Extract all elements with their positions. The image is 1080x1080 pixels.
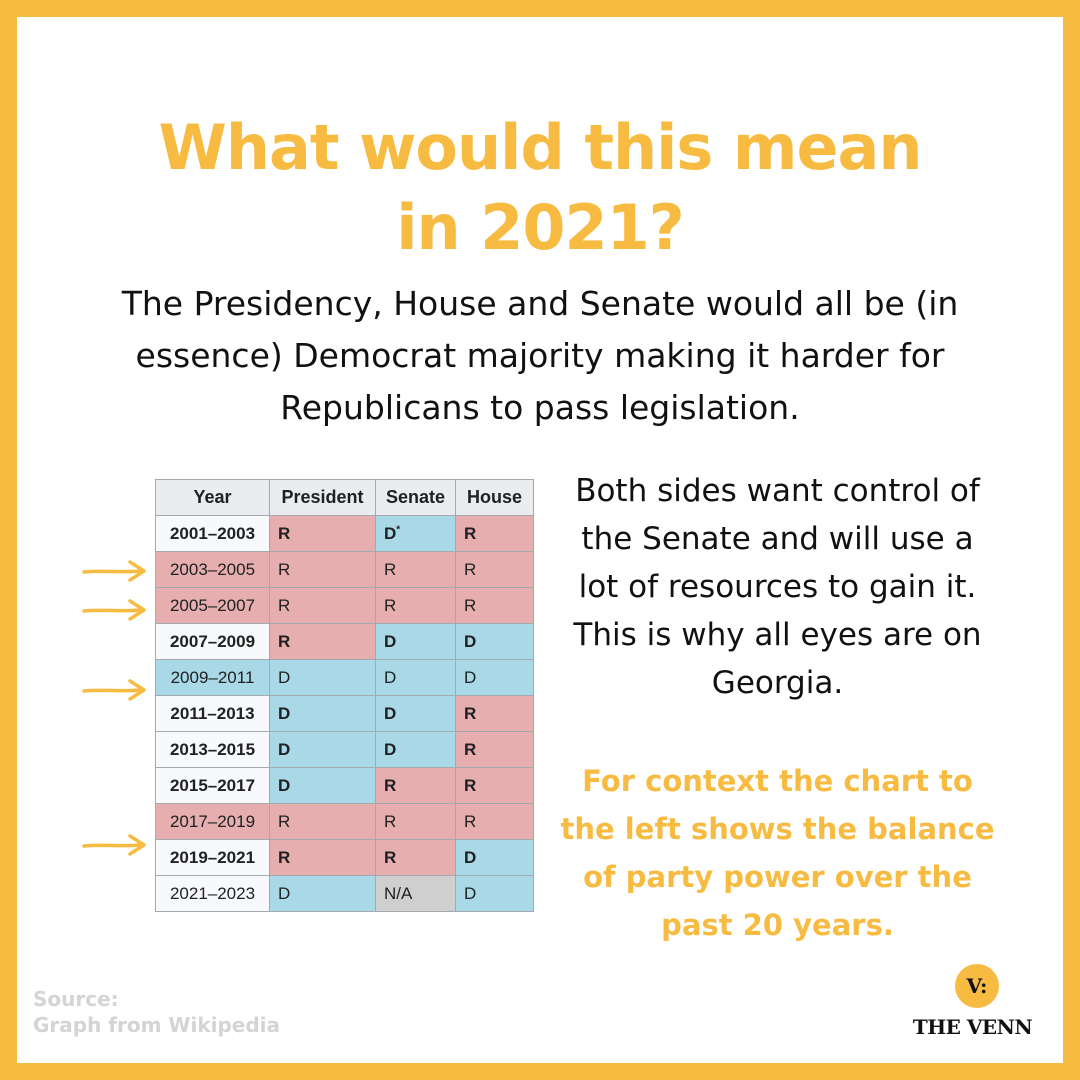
president-cell: R xyxy=(269,623,376,660)
year-cell: 2007–2009 xyxy=(155,623,270,660)
president-cell: R xyxy=(269,587,376,624)
senate-cell: R xyxy=(375,839,456,876)
source-credit: Source: Graph from Wikipedia xyxy=(33,986,280,1038)
house-cell: D xyxy=(455,623,534,660)
house-cell: R xyxy=(455,803,534,840)
source-label: Source: xyxy=(33,987,119,1011)
house-cell: D xyxy=(455,659,534,696)
arrow-icon xyxy=(82,599,146,621)
year-cell: 2009–2011 xyxy=(155,659,270,696)
senate-cell: R xyxy=(375,803,456,840)
senate-cell: D* xyxy=(375,515,456,552)
table-row: 2003–2005 R R R xyxy=(155,551,534,588)
president-cell: R xyxy=(269,803,376,840)
senate-cell: D xyxy=(375,659,456,696)
table-row: 2019–2021 R R D xyxy=(155,839,534,876)
house-cell: R xyxy=(455,767,534,804)
year-cell: 2015–2017 xyxy=(155,767,270,804)
year-cell: 2003–2005 xyxy=(155,551,270,588)
intro-paragraph: The Presidency, House and Senate would a… xyxy=(121,284,959,427)
house-cell: R xyxy=(455,731,534,768)
house-cell: D xyxy=(455,839,534,876)
president-cell: D xyxy=(269,767,376,804)
venn-logo-name: THE VENN xyxy=(912,1015,1033,1039)
table-row: 2013–2015 D D R xyxy=(155,731,534,768)
president-cell: R xyxy=(269,839,376,876)
source-detail: Graph from Wikipedia xyxy=(33,1013,281,1037)
president-cell: D xyxy=(269,731,376,768)
year-cell: 2001–2003 xyxy=(155,515,270,552)
year-cell: 2017–2019 xyxy=(155,803,270,840)
header-house: House xyxy=(455,479,534,516)
president-cell: R xyxy=(269,515,376,552)
senate-cell: R xyxy=(375,767,456,804)
house-cell: R xyxy=(455,587,534,624)
table-row: 2007–2009 R D D xyxy=(155,623,534,660)
table-row: 2021–2023 D N/A D xyxy=(155,875,534,912)
table-row: 2011–2013 D D R xyxy=(155,695,534,732)
table-row: 2005–2007 R R R xyxy=(155,587,534,624)
year-cell: 2013–2015 xyxy=(155,731,270,768)
senate-explanation: Both sides want control of the Senate an… xyxy=(573,473,982,701)
arrow-icon xyxy=(82,834,146,856)
senate-cell: D xyxy=(375,731,456,768)
footnote-marker: * xyxy=(396,523,401,535)
year-cell: 2019–2021 xyxy=(155,839,270,876)
senate-cell: R xyxy=(375,551,456,588)
senate-cell: R xyxy=(375,587,456,624)
senate-value: D xyxy=(384,523,397,543)
page-title: What would this mean in 2021? xyxy=(0,108,1080,268)
president-cell: R xyxy=(269,551,376,588)
table-row: 2017–2019 R R R xyxy=(155,803,534,840)
table-row: 2001–2003 R D* R xyxy=(155,515,534,552)
title-line-2: in 2021? xyxy=(396,191,685,264)
venn-logo-mark: V: xyxy=(955,964,999,1008)
context-note: For context the chart to the left shows … xyxy=(560,764,995,942)
house-cell: D xyxy=(455,875,534,912)
arrow-icon xyxy=(82,560,146,582)
table-row: 2015–2017 D R R xyxy=(155,767,534,804)
header-president: President xyxy=(269,479,376,516)
title-line-1: What would this mean xyxy=(158,111,923,184)
house-cell: R xyxy=(455,695,534,732)
house-cell: R xyxy=(455,551,534,588)
president-cell: D xyxy=(269,659,376,696)
president-cell: D xyxy=(269,875,376,912)
senate-cell: D xyxy=(375,623,456,660)
house-cell: R xyxy=(455,515,534,552)
header-senate: Senate xyxy=(375,479,456,516)
table-row: 2009–2011 D D D xyxy=(155,659,534,696)
header-year: Year xyxy=(155,479,270,516)
year-cell: 2011–2013 xyxy=(155,695,270,732)
year-cell: 2005–2007 xyxy=(155,587,270,624)
president-cell: D xyxy=(269,695,376,732)
arrow-icon xyxy=(82,679,146,701)
table-header-row: Year President Senate House xyxy=(155,479,534,516)
senate-cell: D xyxy=(375,695,456,732)
party-power-table: Year President Senate House 2001–2003 R … xyxy=(155,479,534,912)
year-cell: 2021–2023 xyxy=(155,875,270,912)
senate-cell: N/A xyxy=(375,875,456,912)
